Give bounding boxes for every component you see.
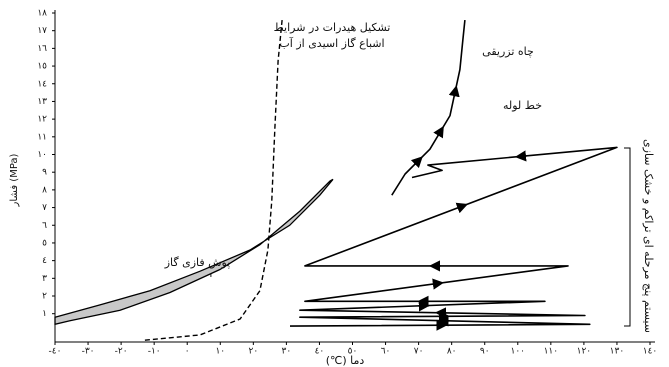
y-tick-label: ١ xyxy=(42,309,47,319)
series-label-text: خط لوله xyxy=(502,99,543,112)
x-tick-label: ١١٠ xyxy=(544,347,559,357)
direction-arrow xyxy=(410,156,423,169)
direction-arrow xyxy=(433,125,444,139)
x-tick-label: ٦٠ xyxy=(381,347,391,357)
x-tick-label: ٩٠ xyxy=(480,347,490,357)
direction-arrow xyxy=(455,202,469,214)
bracket-label: سیستم پنج مرحله ای تراکم و خشک سازی xyxy=(642,139,655,333)
y-tick-label: ١٦ xyxy=(37,44,47,54)
series-label: خط لوله xyxy=(502,99,543,112)
y-tick-label: ١٣ xyxy=(37,97,47,107)
direction-arrow xyxy=(448,85,460,98)
y-tick-label: ٤ xyxy=(42,256,47,266)
y-tick-label: ١٧ xyxy=(37,26,47,36)
series-label: چاه تزریقی xyxy=(482,45,534,58)
y-tick-label: ٧ xyxy=(42,203,47,213)
y-axis-label: فشار (MPa) xyxy=(9,153,20,207)
phase-envelope xyxy=(54,178,334,326)
y-tick-label: ١٥ xyxy=(37,62,47,72)
x-tick-label: ١٣٠ xyxy=(610,347,625,357)
direction-arrow xyxy=(514,150,527,162)
y-tick-label: ٢ xyxy=(42,292,47,302)
x-tick-label: ١٠٠ xyxy=(511,347,526,357)
y-tick-label: ٨ xyxy=(42,185,47,195)
y-tick-label: ١٤ xyxy=(37,79,47,89)
plot-area xyxy=(54,20,618,341)
x-tick-label: ٢٠ xyxy=(248,347,258,357)
series-label: پوش فازی گاز اسیدی xyxy=(164,256,231,277)
x-tick-label: ٥٠ xyxy=(348,347,358,357)
x-tick-label: ١٠ xyxy=(215,347,225,357)
y-tick-label: ٦ xyxy=(42,221,47,231)
series-label-text: پوش فازی گاز اسیدی xyxy=(164,256,231,277)
curve xyxy=(289,146,618,327)
x-tick-label: ٧٠ xyxy=(414,347,424,357)
series-label-text: چاه تزریقی xyxy=(482,45,534,58)
series-label: تشکیل هیدرات در شرایط اشباع گاز اسیدی از… xyxy=(273,21,391,50)
series-label-text: تشکیل هیدرات در شرایط اشباع گاز اسیدی از… xyxy=(273,21,391,50)
y-tick-label: ١١ xyxy=(37,132,47,142)
y-tick-label: ١٠ xyxy=(37,150,47,160)
x-tick-label: -١٠ xyxy=(148,347,161,357)
y-tick-label: ١٢ xyxy=(37,115,47,125)
y-tick-label: ٥ xyxy=(42,238,47,248)
y-tick-label: ٣ xyxy=(42,274,47,284)
x-tick-label: -٤٠ xyxy=(49,347,62,357)
x-tick-label: ٤٠ xyxy=(315,347,325,357)
curve xyxy=(391,20,466,196)
direction-arrow xyxy=(432,278,444,290)
y-tick-label: ٩ xyxy=(42,168,47,178)
x-tick-label: ٠ xyxy=(185,347,190,357)
x-tick-label: ٨٠ xyxy=(447,347,457,357)
bracket xyxy=(624,147,631,327)
y-tick-label: ١٨ xyxy=(37,9,47,19)
x-tick-label: ٣٠ xyxy=(282,347,292,357)
x-tick-label: -٣٠ xyxy=(82,347,95,357)
x-tick-label: ١٤٠ xyxy=(643,347,658,357)
x-tick-label: -٢٠ xyxy=(115,347,128,357)
x-axis-label: دما (℃) xyxy=(326,354,365,367)
x-tick-label: ١٢٠ xyxy=(577,347,592,357)
